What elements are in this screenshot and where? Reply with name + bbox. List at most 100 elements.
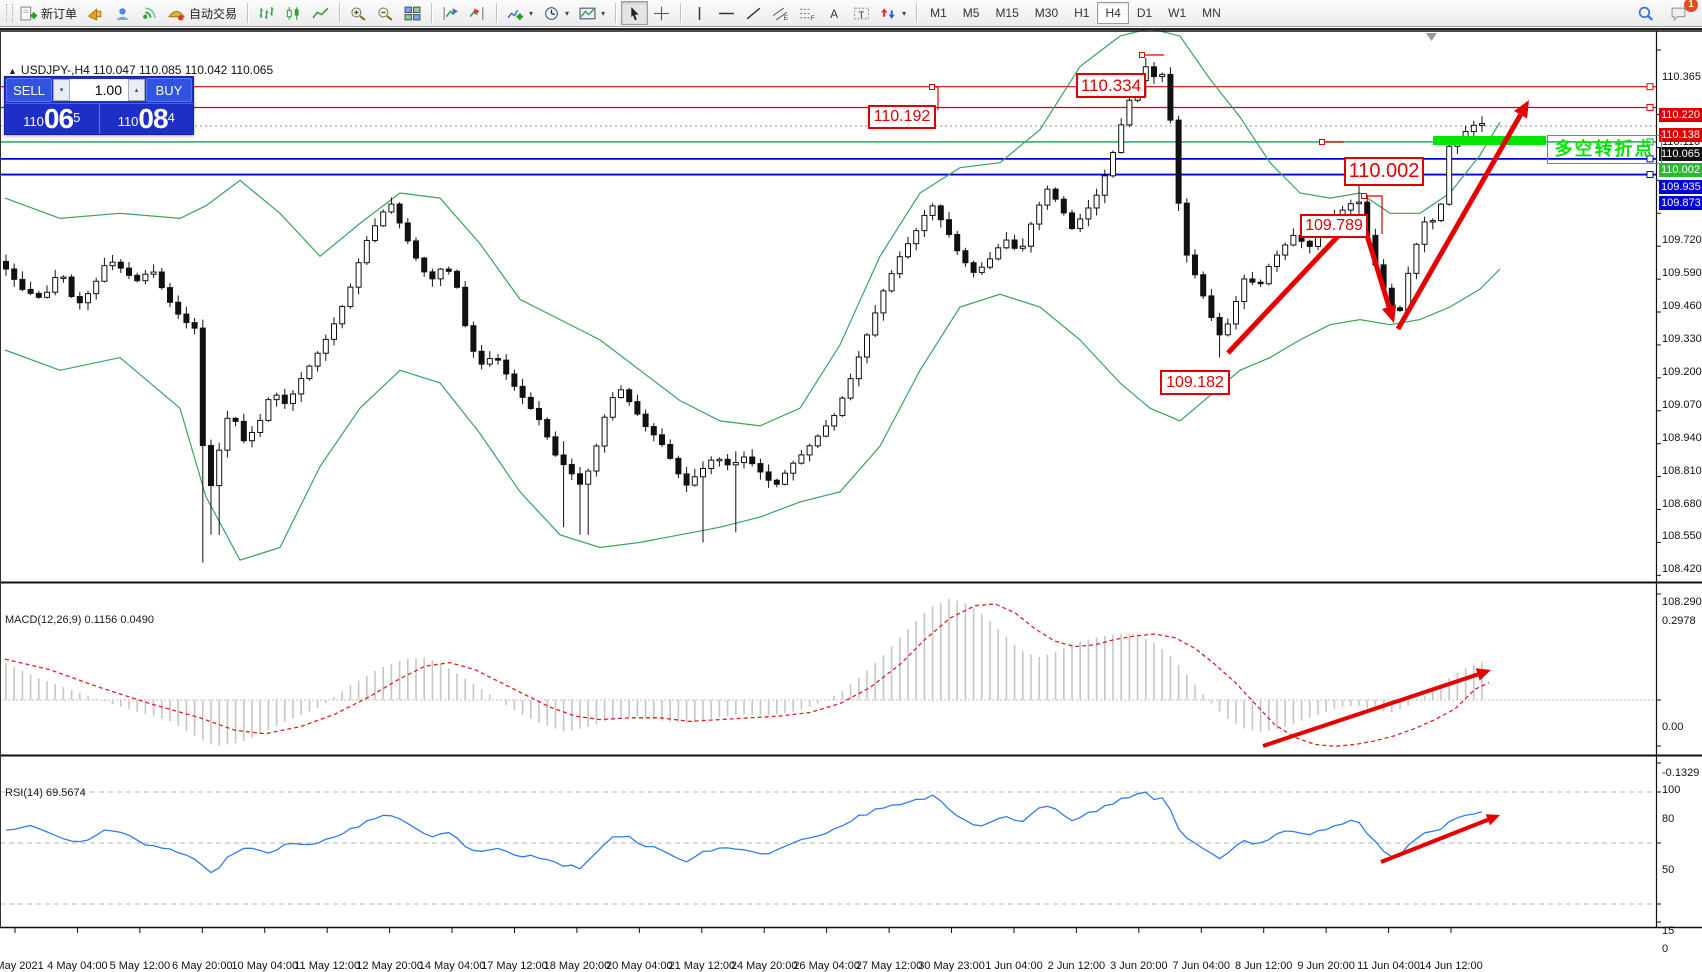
arrows-tool-button[interactable]: ▾	[875, 1, 911, 25]
templates-button[interactable]: ▾	[574, 1, 610, 25]
timeframe-button-M15[interactable]: M15	[987, 2, 1026, 24]
trend-arrow-head	[1514, 100, 1529, 119]
timeframe-button-M30[interactable]: M30	[1027, 2, 1066, 24]
candle-body	[1085, 207, 1092, 220]
price-annotation[interactable]: 109.789	[1300, 214, 1368, 238]
time-axis-label: 11 May 12:00	[294, 960, 361, 972]
candle-body	[732, 462, 739, 466]
candle-body	[249, 431, 255, 442]
candle-body	[208, 445, 214, 487]
candlestick-chart-button[interactable]	[280, 1, 307, 25]
signals-button[interactable]	[136, 1, 163, 25]
search-button[interactable]	[1632, 1, 1659, 25]
price-annotation[interactable]: 110.002	[1344, 157, 1424, 186]
indicators-dropdown-caret[interactable]: ▾	[529, 8, 534, 18]
auto-scroll-button[interactable]	[437, 1, 464, 25]
svg-text:T: T	[858, 9, 864, 20]
trend-arrow-line	[1226, 226, 1348, 355]
volume-decrease-button[interactable]: ▾	[53, 79, 70, 101]
candle-body	[1347, 203, 1354, 211]
fibonacci-tool-button[interactable]: F	[794, 1, 821, 25]
svg-text:E: E	[784, 14, 788, 20]
chart-canvas[interactable]	[0, 30, 1702, 948]
periods-button[interactable]: ▾	[538, 1, 574, 25]
vertical-line-tool-button[interactable]	[686, 1, 713, 25]
timeframe-button-MN[interactable]: MN	[1194, 2, 1229, 24]
sell-button[interactable]: SELL	[6, 78, 52, 102]
horizontal-line-tool-button[interactable]	[713, 1, 740, 25]
symbol-info-line: ▲ USDJPY-,H4 110.047 110.085 110.042 110.…	[8, 63, 273, 77]
zoom-in-icon	[350, 6, 367, 21]
candle-body	[896, 256, 903, 275]
time-axis-label: 11 Jun 04:00	[1357, 960, 1420, 972]
volume-increase-button[interactable]: ▴	[128, 79, 145, 101]
candle-body	[232, 417, 239, 422]
community-button[interactable]	[109, 1, 136, 25]
candle-body	[880, 290, 887, 314]
annotation-handle	[1361, 193, 1367, 199]
candle-body	[560, 454, 567, 466]
bar-chart-button[interactable]	[253, 1, 280, 25]
sell-price-prefix: 110	[23, 114, 44, 129]
toolbar: 新订单 自动交易 ▾ ▾ ▾	[0, 0, 1702, 27]
buy-button[interactable]: BUY	[146, 78, 192, 102]
candle-body	[11, 268, 18, 280]
one-click-trading-panel: SELL ▾ 1.00 ▴ BUY 110 06 5 110 08 4	[4, 76, 194, 135]
chart-shift-button[interactable]	[464, 1, 491, 25]
volume-input[interactable]: 1.00	[70, 79, 128, 101]
timeframe-button-W1[interactable]: W1	[1160, 2, 1194, 24]
timeframe-button-M1[interactable]: M1	[922, 2, 955, 24]
channel-tool-button[interactable]: E	[767, 1, 794, 25]
collapse-arrow-icon[interactable]: ▲	[8, 66, 17, 76]
timeframe-group: M1 M5 M15 M30 H1 H4 D1 W1 MN	[922, 0, 1229, 26]
zoom-out-button[interactable]	[372, 1, 399, 25]
bollinger-upper-band	[4, 30, 1501, 427]
trendline-tool-button[interactable]	[740, 1, 767, 25]
new-order-button[interactable]: 新订单	[15, 1, 82, 25]
text-label-tool-button[interactable]: T	[848, 1, 875, 25]
time-axis-label: 30 May 23:00	[918, 960, 985, 972]
price-annotation[interactable]: 110.192	[868, 105, 936, 129]
candle-body	[511, 373, 518, 387]
timeframe-button-H1[interactable]: H1	[1066, 2, 1097, 24]
candle-body	[667, 444, 674, 459]
candle-body	[339, 306, 346, 325]
zoom-in-button[interactable]	[345, 1, 372, 25]
candle-body	[650, 426, 657, 436]
crosshair-tool-button[interactable]	[648, 1, 675, 25]
trend-arrow-line	[1395, 113, 1523, 331]
buy-price[interactable]: 110 08 4	[100, 104, 194, 134]
bar-chart-icon	[258, 6, 275, 21]
announcement-button[interactable]	[82, 1, 109, 25]
templates-dropdown-caret[interactable]: ▾	[601, 8, 606, 18]
horizontal-line-icon	[718, 6, 735, 21]
candle-body	[593, 445, 600, 472]
time-axis-label: 6 May 20:00	[172, 960, 233, 972]
candle-body	[1183, 202, 1190, 256]
price-annotation[interactable]: 110.334	[1076, 73, 1146, 98]
chart-window[interactable]: 110.365 110.110 109.980 109.850 109.720 109.5…	[0, 28, 1702, 972]
sell-price[interactable]: 110 06 5	[5, 104, 100, 134]
indicators-icon	[507, 6, 524, 21]
time-axis-label: 2 Jun 12:00	[1047, 960, 1106, 972]
periods-dropdown-caret[interactable]: ▾	[565, 8, 570, 18]
tile-windows-icon	[404, 6, 421, 21]
candle-body	[724, 458, 731, 466]
chart-shift-marker	[1426, 33, 1437, 41]
cursor-tool-button[interactable]	[621, 1, 649, 25]
chat-button[interactable]: 1	[1665, 0, 1698, 25]
timeframe-button-M5[interactable]: M5	[955, 2, 988, 24]
text-tool-button[interactable]: A	[821, 1, 848, 25]
line-chart-button[interactable]	[307, 1, 334, 25]
candle-body	[921, 214, 928, 232]
indicators-button[interactable]: ▾	[502, 1, 538, 25]
timeframe-button-H4[interactable]: H4	[1097, 2, 1129, 24]
autotrade-button[interactable]: 自动交易	[163, 1, 242, 25]
tile-windows-button[interactable]	[399, 1, 426, 25]
arrows-dropdown-caret[interactable]: ▾	[902, 8, 907, 18]
candle-body	[109, 261, 116, 267]
turning-point-note[interactable]: 多空转折点	[1547, 135, 1662, 164]
price-annotation[interactable]: 109.182	[1160, 370, 1230, 395]
timeframe-button-D1[interactable]: D1	[1129, 2, 1160, 24]
candle-body	[93, 280, 100, 295]
